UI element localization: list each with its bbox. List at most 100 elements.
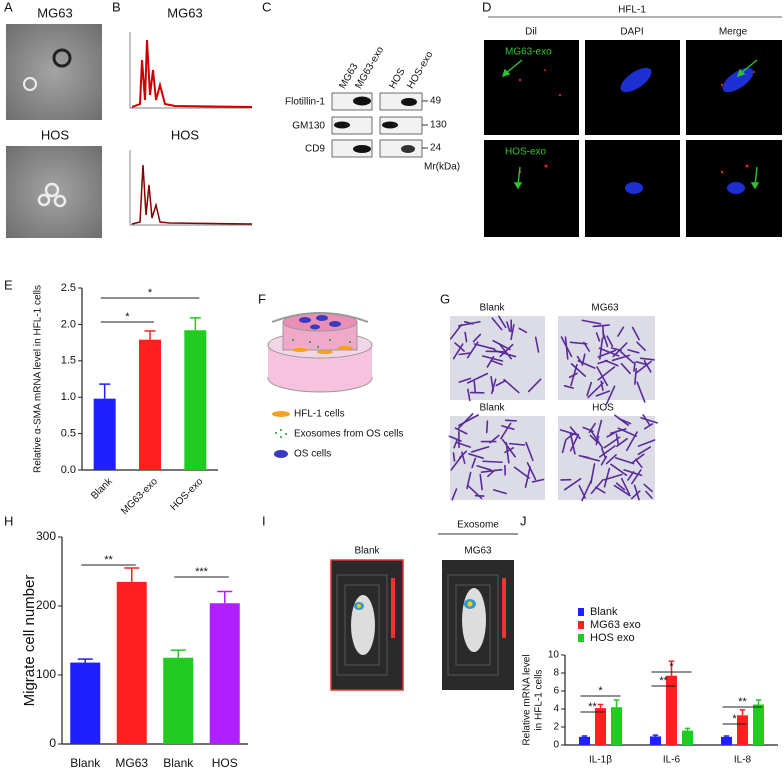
bar <box>721 737 732 745</box>
image-label: MG63 <box>591 303 619 314</box>
size-label: 49 <box>430 96 442 107</box>
x-tick-label: Blank <box>89 476 115 502</box>
y-tick-label: 2 <box>553 722 559 733</box>
x-tick-label: Blank <box>163 756 194 770</box>
channel-label: DAPI <box>620 27 643 38</box>
legend-hfl <box>272 411 290 417</box>
size-ticks <box>422 101 428 148</box>
y-tick-label: 8 <box>553 668 559 679</box>
panel-i: Blank Exosome MG63 <box>331 520 518 690</box>
error-bar <box>217 592 232 604</box>
colorbar <box>502 578 506 638</box>
size-label: 24 <box>430 143 442 154</box>
y-tick-label: 0.0 <box>61 464 76 476</box>
cell <box>487 421 488 432</box>
error-bar <box>756 700 762 705</box>
tem-image <box>6 24 102 120</box>
error-bar <box>598 705 604 709</box>
y-axis-label: in HFL-1 cells <box>534 669 545 730</box>
micrograph <box>450 316 545 400</box>
legend-os <box>274 450 288 458</box>
x-tick-label: HOS-exo <box>168 476 205 513</box>
legend-text: OS cells <box>294 449 331 460</box>
significance-label: *** <box>195 566 209 578</box>
lane-label: HOS-exo <box>405 49 435 90</box>
y-tick-label: 6 <box>553 686 559 697</box>
confocal-images <box>484 40 782 237</box>
nta-trace <box>132 40 252 107</box>
bar <box>94 399 116 470</box>
legend-label: Blank <box>590 606 618 618</box>
y-axis-label: Relative α-SMA mRNA level in HFL-1 cells <box>33 285 44 473</box>
cell-label: HFL-1 <box>618 5 646 16</box>
error-bar <box>582 736 588 737</box>
image-label: HOS <box>41 127 70 142</box>
x-tick-label: IL-6 <box>663 755 681 766</box>
legend-swatch <box>578 608 584 616</box>
bar <box>682 731 693 745</box>
legend-swatch <box>578 621 584 629</box>
legend-label: MG63 exo <box>590 619 641 631</box>
y-axis-label: Relative mRNA level <box>522 654 533 745</box>
error-bar <box>740 710 746 715</box>
legend-text: Exosomes from OS cells <box>294 429 403 440</box>
panel-label: B <box>112 0 121 14</box>
panel-label: J <box>520 513 527 528</box>
group-label: Exosome <box>457 520 499 531</box>
panel-label: D <box>482 0 491 14</box>
image-label: HOS <box>592 403 614 414</box>
x-tick-label: Blank <box>70 756 101 770</box>
y-tick-label: 2.0 <box>61 318 76 330</box>
size-unit: Mr(kDa) <box>424 162 460 173</box>
protein-label: GM130 <box>292 121 325 132</box>
x-tick-label: MG63 <box>115 756 148 770</box>
legend-swatch <box>578 634 584 642</box>
bar <box>210 603 240 744</box>
y-tick-label: 300 <box>36 529 56 543</box>
panel-f: HFL-1 cells Exosomes from OS cells OS ce… <box>268 313 403 460</box>
plot-title: MG63 <box>167 5 202 20</box>
panel-g: Blank MG63 Blank HOS <box>449 303 657 501</box>
row-label: MG63-exo <box>505 47 552 58</box>
panel-c: MG63 MG63-exo HOS HOS-exo Flotillin-1 GM… <box>285 45 460 173</box>
bar <box>139 340 161 470</box>
plot-title: HOS <box>171 127 200 142</box>
bar <box>579 737 590 745</box>
panel-label: E <box>4 277 13 292</box>
y-tick-label: 1.0 <box>61 391 76 403</box>
error-bar <box>685 728 691 730</box>
image-label: MG63 <box>464 546 492 557</box>
error-bar <box>171 650 186 658</box>
y-tick-label: 200 <box>36 598 56 612</box>
x-tick-label: IL-8 <box>734 755 752 766</box>
significance-label: ** <box>104 554 113 566</box>
nta-trace <box>132 165 252 224</box>
y-tick-label: 4 <box>553 704 559 715</box>
panel-label: F <box>258 291 266 306</box>
legend-text: HFL-1 cells <box>294 409 345 420</box>
image-label: Blank <box>479 403 505 414</box>
significance-label: * <box>669 661 674 673</box>
error-bar <box>78 659 93 662</box>
significance-label: ** <box>659 675 668 687</box>
y-tick-label: 0.5 <box>61 428 76 440</box>
cell <box>506 420 517 421</box>
row-label: HOS-exo <box>505 147 547 158</box>
cell <box>603 326 604 338</box>
significance-label: * <box>732 713 737 725</box>
significance-label: * <box>125 311 130 323</box>
error-bar <box>190 318 201 330</box>
image-label: Blank <box>479 303 505 314</box>
image-label: Blank <box>354 546 380 557</box>
panel-label: G <box>440 291 450 306</box>
tem-image <box>6 146 102 238</box>
significance-label: * <box>598 685 603 697</box>
x-tick-label: MG63-exo <box>119 476 160 517</box>
y-tick-label: 100 <box>36 667 56 681</box>
legend-exosome <box>275 429 287 438</box>
